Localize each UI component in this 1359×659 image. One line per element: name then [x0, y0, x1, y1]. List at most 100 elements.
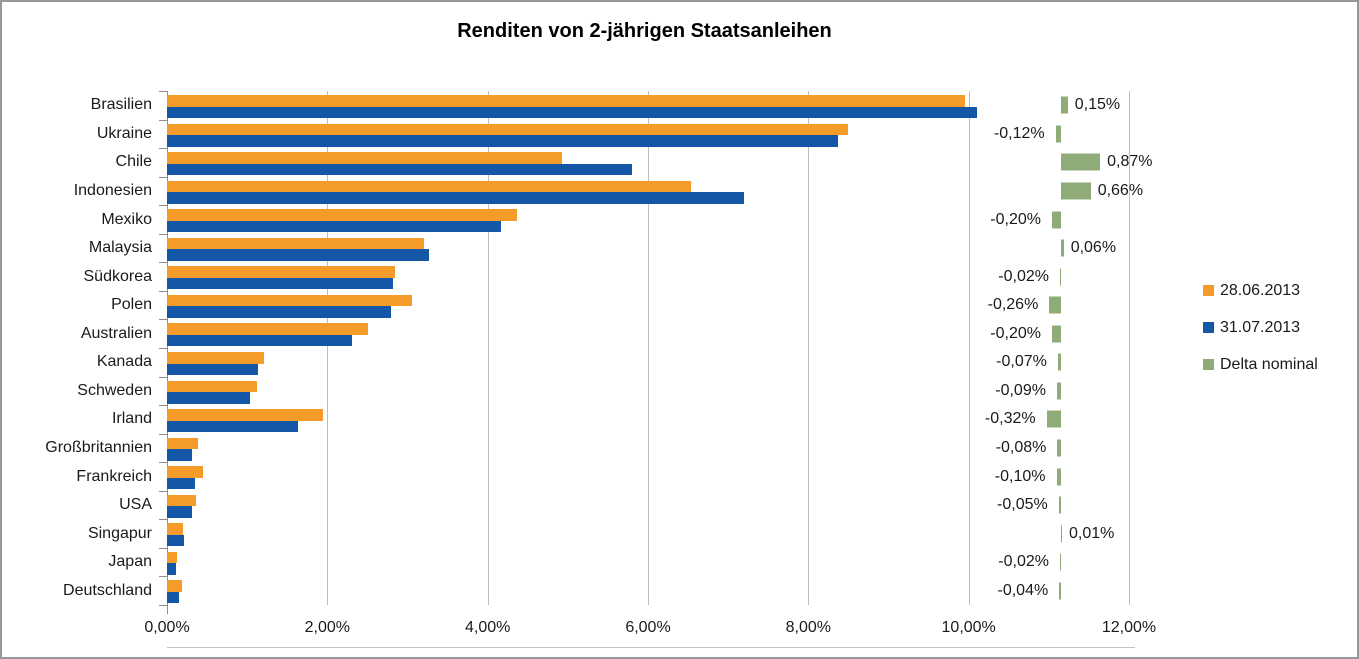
category-label: Australien — [80, 324, 152, 342]
bar-june — [167, 152, 563, 164]
bar-june — [167, 294, 413, 307]
delta-bar — [1059, 582, 1061, 600]
bar-july — [167, 591, 180, 604]
axis-tick — [159, 576, 167, 578]
category-label: Polen — [111, 296, 152, 314]
bar-july — [167, 449, 192, 461]
bar-july — [167, 363, 259, 375]
delta-value-label: 0,06% — [1070, 239, 1117, 257]
category-label: Frankreich — [76, 467, 152, 485]
axis-tick — [159, 547, 167, 549]
x-axis-tick-label: 12,00% — [1101, 619, 1157, 636]
gridline — [968, 91, 970, 605]
axis-tick — [159, 376, 167, 378]
bar-july — [167, 477, 196, 490]
category-label: Japan — [108, 553, 152, 571]
delta-bar — [1061, 182, 1091, 200]
delta-bar — [1061, 239, 1064, 257]
axis-tick — [159, 519, 167, 521]
category-label: Großbritannien — [45, 438, 152, 456]
axis-tick — [159, 176, 167, 178]
category-label: Indonesien — [73, 181, 152, 199]
bar-june — [167, 437, 199, 450]
chart-title: Renditen von 2-jährigen Staatsanleihen — [457, 20, 832, 42]
gridline — [327, 91, 329, 605]
delta-value-label: -0,07% — [996, 353, 1047, 371]
category-label: USA — [119, 496, 152, 514]
bar-june — [167, 352, 264, 364]
delta-value-label: 0,15% — [1074, 96, 1121, 114]
delta-value-label: -0,09% — [995, 381, 1046, 399]
bar-june — [167, 237, 425, 250]
bar-june — [167, 266, 395, 278]
delta-bar — [1060, 553, 1061, 571]
bar-june — [167, 323, 369, 335]
bar-june — [167, 494, 196, 507]
bar-june — [167, 95, 965, 107]
axis-tick — [159, 262, 167, 264]
delta-value-label: 0,87% — [1107, 153, 1153, 171]
category-label: Kanada — [96, 353, 152, 371]
bar-july — [167, 334, 353, 347]
axis-tick — [159, 233, 167, 235]
axis-tick — [159, 119, 167, 121]
delta-value-label: -0,02% — [998, 267, 1049, 285]
category-label: Ukraine — [96, 124, 152, 142]
legend-swatch-icon — [1203, 322, 1214, 333]
delta-value-label: -0,08% — [995, 438, 1047, 456]
legend-swatch-icon — [1203, 285, 1214, 296]
delta-bar — [1046, 410, 1061, 428]
axis-tick — [159, 462, 167, 464]
delta-value-label: -0,26% — [987, 296, 1039, 314]
category-label: Brasilien — [90, 96, 152, 114]
axis-tick — [159, 405, 167, 407]
bar-june — [167, 209, 518, 221]
x-axis-tick-label: 0,00% — [144, 619, 190, 636]
bar-july — [167, 106, 977, 118]
axis-tick — [159, 319, 167, 321]
x-axis-tick-label: 6,00% — [625, 619, 671, 636]
delta-bar — [1061, 525, 1062, 543]
bar-june — [167, 523, 184, 535]
bar-july — [167, 249, 430, 261]
bar-june — [167, 409, 324, 421]
bar-july — [167, 192, 745, 204]
delta-bar — [1061, 96, 1068, 114]
secondary-axis-line — [167, 647, 1135, 648]
bar-june — [167, 380, 257, 393]
axis-tick — [159, 148, 167, 150]
category-label: Malaysia — [88, 239, 152, 257]
delta-value-label: -0,10% — [994, 467, 1046, 485]
gridline — [1129, 91, 1130, 605]
axis-tick — [159, 348, 167, 349]
delta-value-label: 0,01% — [1069, 524, 1115, 542]
delta-value-label: -0,32% — [984, 410, 1036, 428]
bar-july — [167, 563, 176, 575]
category-label: Singapur — [87, 524, 152, 542]
delta-bar — [1049, 296, 1061, 314]
bar-june — [167, 123, 848, 136]
bar-july — [167, 420, 298, 433]
delta-bar — [1057, 353, 1061, 371]
delta-bar — [1061, 153, 1101, 171]
legend-label: 31.07.2013 — [1220, 319, 1301, 336]
x-axis-tick-label: 4,00% — [464, 619, 511, 636]
delta-bar — [1052, 325, 1061, 343]
gridline — [487, 91, 489, 605]
delta-value-label: -0,02% — [998, 553, 1049, 571]
axis-tick — [159, 433, 167, 435]
x-axis-tick-label: 2,00% — [304, 619, 351, 636]
axis-tick — [159, 91, 167, 92]
bar-july — [167, 306, 392, 318]
delta-bar — [1058, 496, 1061, 514]
legend-label: Delta nominal — [1220, 356, 1318, 373]
category-label: Mexiko — [101, 210, 152, 228]
x-axis-tick-label: 8,00% — [785, 619, 832, 636]
delta-value-label: 0,66% — [1097, 181, 1144, 199]
category-label: Deutschland — [63, 581, 152, 599]
delta-value-label: -0,12% — [993, 124, 1045, 142]
category-label: Chile — [115, 153, 152, 171]
bar-june — [167, 580, 183, 592]
delta-value-label: -0,20% — [990, 210, 1041, 228]
